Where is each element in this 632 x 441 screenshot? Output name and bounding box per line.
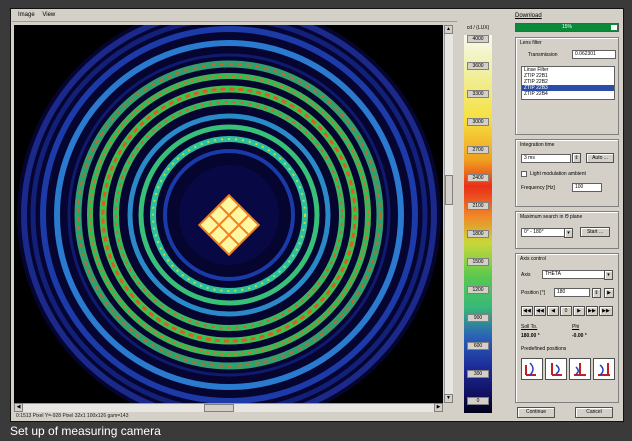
chevron-down-icon[interactable]: ▾ [564, 228, 573, 238]
integration-time-field[interactable]: 3 ms [521, 154, 571, 163]
transmission-field[interactable]: 0.062301 [572, 50, 616, 59]
scroll-down-button[interactable]: ▼ [444, 394, 453, 403]
list-item[interactable]: ZTIP 22B1 [524, 73, 548, 79]
progress-end-cap [611, 25, 617, 30]
luminance-image [17, 25, 441, 403]
color-scale: cd / (LUX) 4000 3600 3300 3000 2700 2400… [458, 25, 498, 413]
scale-tick: 4000 [467, 35, 489, 43]
maximum-search-title: Maximum search in Θ plane [520, 214, 583, 220]
luminance-plot[interactable] [14, 25, 443, 403]
lens-filter-list[interactable]: Linse Filter ZTIP 22B1 ZTIP 22B2 ZTIP 22… [521, 66, 615, 100]
to-value: 180.00 ° [521, 333, 540, 339]
predefined-positions-label: Predefined positions [521, 346, 567, 352]
application-window: Image View [10, 8, 624, 422]
play-icon[interactable]: ▶ [604, 288, 614, 298]
auto-button[interactable]: Auto ... [586, 153, 614, 163]
scale-tick: 2100 [467, 202, 489, 210]
list-item[interactable]: Linse Filter [524, 67, 549, 73]
scale-tick: 300 [467, 370, 489, 378]
list-item-selected[interactable]: ZTIP 22B3 [522, 85, 614, 91]
integration-time-spinner[interactable]: ⇕ [572, 153, 581, 163]
scale-tick: 2400 [467, 174, 489, 182]
control-panel: Download 15% Lens filter Transmission 0.… [503, 11, 623, 421]
menu-view[interactable]: View [42, 12, 56, 18]
scale-unit: cd / (LUX) [466, 25, 490, 31]
maximum-search-group: Maximum search in Θ plane 0° - 180° ▾ St… [515, 211, 619, 249]
vertical-scroll-thumb[interactable] [445, 175, 453, 205]
frequency-field[interactable]: 100 [572, 183, 602, 192]
progress-label: 15% [561, 24, 572, 30]
preset-position-3-icon[interactable] [569, 358, 591, 380]
scroll-up-button[interactable]: ▲ [444, 25, 453, 34]
start-button[interactable]: Start ... [580, 227, 610, 237]
caption: Set up of measuring camera [10, 424, 161, 438]
preset-position-2-icon[interactable] [545, 358, 567, 380]
light-modulation-label: Light modulation ambient [530, 171, 586, 177]
nav-fast-forward-button[interactable]: ▶▶ [586, 306, 598, 316]
chevron-down-icon[interactable]: ▾ [604, 270, 613, 280]
horizontal-scrollbar[interactable]: ◀ ▶ [14, 403, 443, 412]
continue-button[interactable]: Continue [517, 407, 555, 418]
axis-control-group: Axis control Axis THETA ▾ Position [°] 1… [515, 253, 619, 403]
ring-outer [21, 25, 437, 403]
phi-label: Phi [572, 324, 580, 330]
nav-last-button[interactable]: ▶▶ [599, 306, 613, 316]
preset-position-4-icon[interactable] [593, 358, 615, 380]
vertical-scrollbar[interactable]: ▲ ▼ [444, 25, 453, 403]
to-label: Soll To. [521, 324, 538, 330]
progress-bar: 15% [515, 23, 619, 32]
axis-control-title: Axis control [520, 256, 546, 262]
scale-tick: 900 [467, 314, 489, 322]
frequency-label: Frequency [Hz] [521, 185, 555, 191]
scroll-left-button[interactable]: ◀ [14, 403, 23, 412]
lens-filter-group: Lens filter Transmission 0.062301 Linse … [515, 37, 619, 135]
lens-filter-title: Lens filter [520, 40, 542, 46]
nav-back-button[interactable]: ◀ [547, 306, 559, 316]
download-link[interactable]: Download [515, 13, 542, 19]
scale-tick: 3000 [467, 118, 489, 126]
scale-tick: 1200 [467, 286, 489, 294]
list-item[interactable]: ZTIP 22B4 [524, 91, 548, 97]
menu-image[interactable]: Image [18, 12, 35, 18]
position-label: Position [°] [521, 290, 545, 296]
nav-first-button[interactable]: ◀◀ [521, 306, 533, 316]
scale-tick: 1800 [467, 230, 489, 238]
status-bar: 0:1513 Pixel Y=-928 Pixel 32x1 100x126 g… [14, 412, 453, 421]
scale-tick: 3600 [467, 62, 489, 70]
scale-gradient: 4000 3600 3300 3000 2700 2400 2100 1800 … [464, 35, 492, 413]
menu-bar: Image View [12, 10, 457, 22]
axis-select[interactable]: THETA [542, 270, 612, 279]
scale-tick: 0 [467, 397, 489, 405]
integration-time-title: Integration time [520, 142, 555, 148]
position-spinner[interactable]: ⇕ [592, 288, 601, 298]
nav-forward-button[interactable]: ▶ [573, 306, 585, 316]
scale-tick: 1500 [467, 258, 489, 266]
transmission-label: Transmission [528, 52, 558, 58]
light-modulation-checkbox[interactable] [521, 171, 527, 177]
nav-fast-back-button[interactable]: ◀◀ [534, 306, 546, 316]
phi-value: -0.00 ° [572, 333, 587, 339]
scroll-right-button[interactable]: ▶ [434, 403, 443, 412]
axis-label: Axis [521, 272, 531, 278]
scale-tick: 3300 [467, 90, 489, 98]
integration-time-group: Integration time 3 ms ⇕ Auto ... Light m… [515, 139, 619, 207]
list-item[interactable]: ZTIP 22B2 [524, 79, 548, 85]
horizontal-scroll-thumb[interactable] [204, 404, 234, 412]
scale-tick: 2700 [467, 146, 489, 154]
scale-tick: 600 [467, 342, 489, 350]
position-field[interactable]: 180 [554, 288, 590, 297]
preset-position-1-icon[interactable] [521, 358, 543, 380]
cancel-button[interactable]: Cancel [575, 407, 613, 418]
nav-zero-button[interactable]: 0 [560, 306, 572, 316]
